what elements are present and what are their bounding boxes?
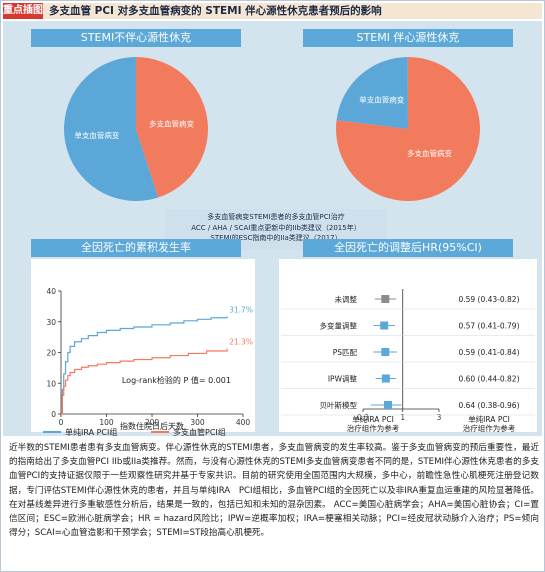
pie-slice bbox=[63, 57, 159, 201]
central-illustration: STEMI不伴心源性休克 STEMI 伴心源性休克 单支血管病变 多支血管病变 单… bbox=[3, 21, 542, 437]
forest-x-tick-label: 0.3 bbox=[357, 413, 369, 422]
km-series-end-label: 21.3% bbox=[229, 338, 253, 347]
forest-hr-marker bbox=[381, 295, 390, 303]
pie-slice-label: 多支血管病变 bbox=[407, 148, 452, 158]
km-y-tick-label: 20 bbox=[46, 349, 56, 358]
km-panel: 0 10 20 30 40 0 100 200 300 400 指数住院日后天数 31.7% 21.3%… bbox=[31, 259, 255, 432]
forest-x-tick-label: 1 bbox=[400, 413, 405, 422]
note-line-2: ACC / AHA / SCAI重点更新中的IIb类建议（2015年） bbox=[191, 223, 361, 232]
km-x-tick-label: 0 bbox=[59, 418, 64, 427]
forest-hr-marker bbox=[384, 401, 393, 409]
km-y-tick-label: 40 bbox=[46, 287, 56, 296]
pie-slice-label: 单支血管病变 bbox=[74, 130, 119, 140]
pie-slice bbox=[136, 57, 208, 198]
forest-row-label: 多变量调整 bbox=[320, 321, 358, 331]
pie-right-panel: 单支血管病变多支血管病变 bbox=[303, 49, 513, 209]
forest-row-value: 0.59 (0.41-0.84) bbox=[458, 348, 519, 357]
km-y-tick-label: 30 bbox=[46, 318, 56, 327]
km-legend-label: 多支血管PCI组 bbox=[173, 427, 226, 437]
pie-slice-label: 多支血管病变 bbox=[149, 118, 194, 128]
forest-bottom-label-right-2: 治疗组作为参考 bbox=[463, 423, 516, 432]
pie-left-title: STEMI不伴心源性休克 bbox=[31, 29, 241, 47]
km-legend-label: 单纯IRA PCI组 bbox=[65, 427, 117, 437]
forest-row-label: 未调整 bbox=[335, 294, 358, 304]
km-series-line bbox=[61, 348, 228, 415]
pie-left-panel: 单支血管病变 多支血管病变 bbox=[31, 49, 241, 209]
km-title: 全因死亡的累积发生率 bbox=[31, 239, 241, 257]
km-y-tick-label: 0 bbox=[51, 410, 56, 419]
km-x-tick-label: 400 bbox=[236, 418, 251, 427]
note-line-3: STEMI的ESC指南中的IIa类建议（2017） bbox=[210, 234, 342, 242]
forest-hr-marker bbox=[381, 348, 390, 356]
pie-right-title: STEMI 伴心源性休克 bbox=[303, 29, 513, 47]
forest-bottom-label-right-1: 单纯IRA PCI bbox=[468, 414, 510, 424]
forest-bottom-label-left-2: 治疗组作为参考 bbox=[347, 423, 400, 432]
pie-slice bbox=[336, 57, 480, 202]
forest-row-value: 0.60 (0.44-0.82) bbox=[458, 375, 519, 384]
km-x-axis-label: 指数住院日后天数 bbox=[120, 421, 184, 431]
forest-x-tick-label: 3 bbox=[437, 413, 442, 422]
km-pvalue-annotation: Log-rank检验的 P 值= 0.001 bbox=[122, 375, 231, 385]
header-bar: 重点插图 多支血管 PCI 对多支血管病变的 STEMI 伴心源性休克患者预后的… bbox=[3, 3, 542, 19]
km-x-tick-label: 300 bbox=[190, 418, 205, 427]
forest-row-value: 0.57 (0.41-0.79) bbox=[458, 322, 519, 331]
header-tag: 重点插图 bbox=[3, 3, 43, 19]
pie-slice bbox=[336, 57, 408, 129]
forest-chart: 0.3 1 3 未调整 0.59 (0.43-0.82) 多变量调整 0.57 (0.41-… bbox=[281, 289, 535, 433]
forest-row-label: PS匹配 bbox=[333, 348, 358, 357]
km-y-tick-label: 10 bbox=[46, 379, 56, 388]
km-series-line bbox=[61, 316, 228, 415]
forest-row-label: IPW调整 bbox=[328, 374, 358, 384]
forest-bottom-label-left-1: 单纯IRA PCI bbox=[352, 414, 394, 424]
forest-hr-marker bbox=[381, 374, 390, 383]
caption-text: 近半数的STEMI患者患有多支血管病变。伴心源性休克的STEMI患者，多支血管病… bbox=[9, 443, 539, 539]
forest-hr-marker bbox=[380, 321, 389, 330]
pie-left-chart: 单支血管病变 多支血管病变 bbox=[63, 57, 208, 201]
km-legend: 单纯IRA PCI组 多支血管PCI组 bbox=[43, 427, 226, 437]
forest-panel: 0.3 1 3 未调整 0.59 (0.43-0.82) 多变量调整 0.57 (0.41-… bbox=[279, 259, 537, 433]
forest-title: 全因死亡的调整后HR(95%CI) bbox=[303, 239, 513, 257]
pie-slice-label: 单支血管病变 bbox=[359, 94, 404, 104]
km-series-end-label: 31.7% bbox=[229, 306, 253, 315]
forest-row-label: 贝叶斯模型 bbox=[320, 400, 358, 410]
note-line-1: 多支血管病变STEMI患者的多支血管PCI治疗 bbox=[207, 213, 345, 221]
header-title: 多支血管 PCI 对多支血管病变的 STEMI 伴心源性休克患者预后的影响 bbox=[49, 5, 382, 17]
km-x-tick-label: 200 bbox=[145, 418, 160, 427]
forest-row-value: 0.59 (0.43-0.82) bbox=[458, 295, 519, 304]
km-x-tick-label: 100 bbox=[99, 418, 114, 427]
forest-row-value: 0.64 (0.38-0.96) bbox=[458, 401, 519, 410]
